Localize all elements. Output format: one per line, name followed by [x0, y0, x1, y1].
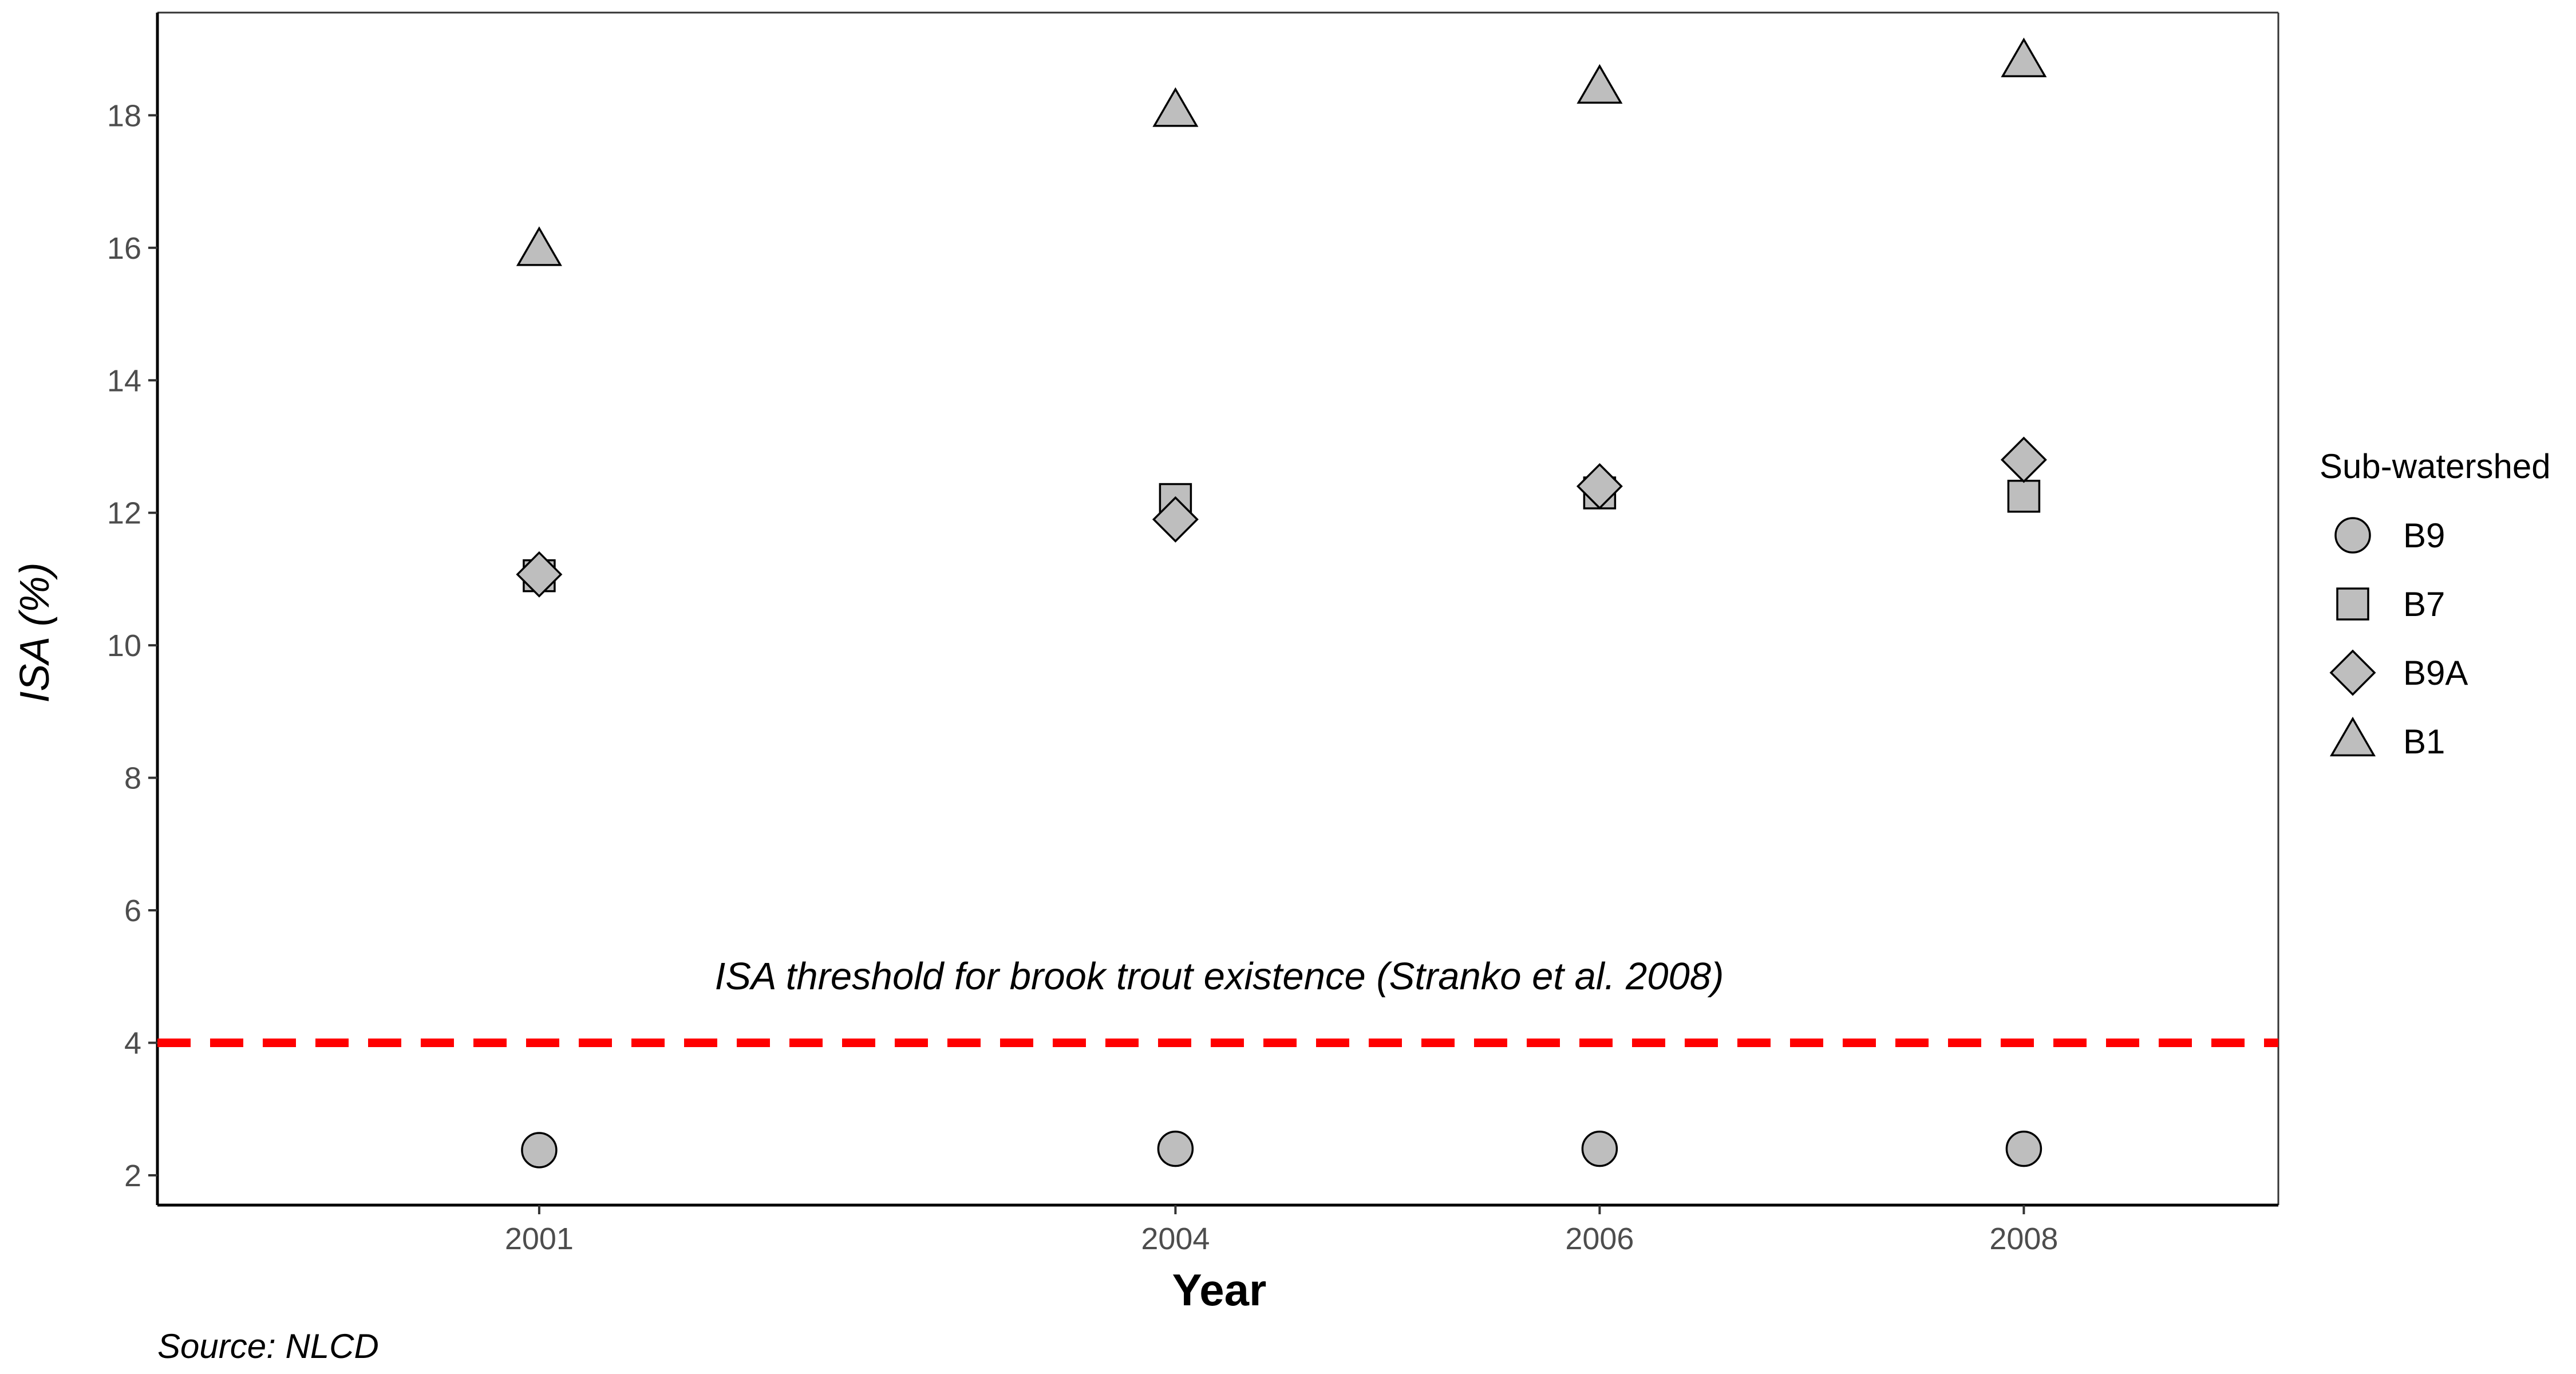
y-tick-label: 10 [107, 629, 141, 663]
point-b1-2006 [1577, 64, 1623, 104]
point-b9a-2006 [1576, 463, 1623, 510]
point-b1-2004 [1152, 87, 1199, 127]
legend-label-b1: B1 [2403, 722, 2445, 761]
plot-panel [156, 11, 2279, 1207]
legend-key-b9 [2334, 517, 2371, 554]
y-tick-label: 16 [107, 231, 141, 266]
source-caption: Source: NLCD [157, 1327, 379, 1365]
y-tick-label: 6 [124, 894, 141, 928]
reference-line-label: ISA threshold for brook trout existence … [715, 955, 1724, 998]
legend-label-b9: B9 [2403, 516, 2445, 555]
x-tick-label: 2001 [505, 1222, 574, 1256]
point-b9a-2004 [1152, 496, 1199, 543]
legend-key-b9a [2329, 649, 2376, 696]
y-tick-label: 18 [107, 98, 141, 133]
y-tick-label: 12 [107, 496, 141, 531]
point-b9-2008 [2005, 1130, 2042, 1167]
y-axis: 2 4 6 8 10 12 14 16 18 [107, 98, 157, 1193]
point-b9a-2001 [516, 551, 563, 598]
legend-label-b7: B7 [2403, 585, 2445, 623]
y-axis-title: ISA (%) [12, 562, 58, 702]
y-tick-label: 4 [124, 1026, 141, 1060]
legend-label-b9a: B9A [2403, 654, 2468, 692]
legend-key-b7 [2336, 587, 2369, 621]
x-axis: 2001 2004 2006 2008 [505, 1205, 2058, 1256]
x-tick-label: 2004 [1141, 1222, 1210, 1256]
legend: Sub-watershed B9 B7 B9A B1 [2320, 447, 2551, 761]
x-tick-label: 2006 [1565, 1222, 1634, 1256]
point-b1-2008 [2001, 37, 2047, 77]
y-tick-label: 2 [124, 1159, 141, 1193]
point-b9-2001 [521, 1132, 558, 1168]
point-b7-2008 [2007, 480, 2041, 513]
data-points [516, 37, 2047, 1168]
point-b1-2001 [516, 226, 562, 266]
point-b9-2006 [1581, 1130, 1618, 1167]
x-tick-label: 2008 [1989, 1222, 2058, 1256]
y-tick-label: 8 [124, 761, 141, 796]
y-tick-label: 14 [107, 364, 141, 398]
point-b9a-2008 [2000, 436, 2047, 483]
legend-title: Sub-watershed [2320, 447, 2551, 485]
legend-key-b1 [2329, 716, 2376, 757]
point-b9-2004 [1157, 1130, 1194, 1167]
x-axis-title: Year [1172, 1265, 1267, 1315]
